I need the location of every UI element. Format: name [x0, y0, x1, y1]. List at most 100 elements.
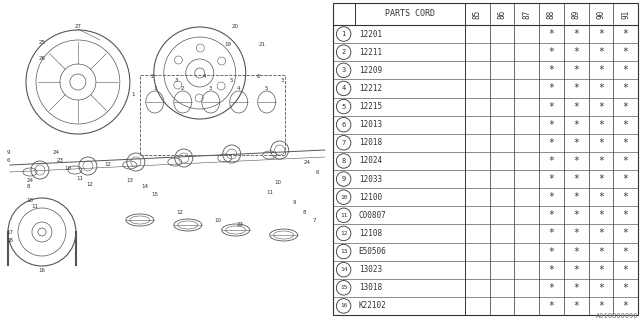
Text: 6: 6 [6, 157, 10, 163]
Text: 2: 2 [181, 85, 184, 91]
Text: *: * [623, 247, 628, 257]
Text: *: * [573, 156, 579, 166]
Text: *: * [573, 265, 579, 275]
Text: *: * [598, 247, 604, 257]
Text: 11: 11 [266, 189, 273, 195]
Text: *: * [573, 65, 579, 75]
Text: *: * [548, 138, 554, 148]
Text: *: * [598, 210, 604, 220]
Text: 11: 11 [340, 213, 348, 218]
Text: *: * [573, 29, 579, 39]
Text: *: * [573, 301, 579, 311]
Text: 12024: 12024 [358, 156, 382, 165]
Text: C00807: C00807 [358, 211, 387, 220]
Text: *: * [548, 228, 554, 238]
Text: 8: 8 [342, 158, 346, 164]
Text: 88: 88 [547, 9, 556, 19]
Text: 89: 89 [572, 9, 580, 19]
Text: 5: 5 [265, 85, 268, 91]
Text: 5: 5 [230, 77, 234, 83]
Text: *: * [598, 29, 604, 39]
Text: 3: 3 [281, 77, 284, 83]
Text: *: * [573, 174, 579, 184]
Text: 24: 24 [52, 149, 60, 155]
Text: *: * [573, 283, 579, 293]
Text: 6: 6 [257, 75, 260, 79]
Text: 12212: 12212 [358, 84, 382, 93]
Text: E50506: E50506 [358, 247, 387, 256]
Text: *: * [598, 65, 604, 75]
Text: *: * [548, 156, 554, 166]
Text: *: * [598, 101, 604, 112]
Text: 2: 2 [151, 75, 155, 79]
Text: 26: 26 [38, 55, 45, 60]
Text: 7: 7 [313, 218, 316, 222]
Text: *: * [573, 101, 579, 112]
Text: *: * [548, 65, 554, 75]
Text: *: * [598, 265, 604, 275]
Text: *: * [598, 156, 604, 166]
Text: 13023: 13023 [358, 265, 382, 274]
Text: *: * [573, 47, 579, 57]
Text: *: * [623, 47, 628, 57]
Text: 3: 3 [342, 67, 346, 73]
Text: *: * [548, 247, 554, 257]
Text: *: * [598, 192, 604, 202]
Text: *: * [548, 29, 554, 39]
Text: 87: 87 [522, 9, 531, 19]
Text: 86: 86 [497, 9, 506, 19]
Text: *: * [598, 228, 604, 238]
Text: 12215: 12215 [358, 102, 382, 111]
Text: 11: 11 [76, 175, 83, 180]
Text: 10: 10 [26, 197, 33, 203]
Text: *: * [623, 120, 628, 130]
Text: 12018: 12018 [358, 138, 382, 147]
Text: *: * [623, 265, 628, 275]
Text: 7: 7 [342, 140, 346, 146]
Text: 13: 13 [340, 249, 348, 254]
Text: *: * [573, 84, 579, 93]
Text: *: * [623, 156, 628, 166]
Text: *: * [623, 84, 628, 93]
Text: 25: 25 [38, 39, 45, 44]
Text: 2: 2 [342, 49, 346, 55]
Text: PARTS CORD: PARTS CORD [385, 10, 435, 19]
Text: 17: 17 [6, 229, 13, 235]
Text: 10: 10 [214, 218, 221, 222]
Text: *: * [623, 101, 628, 112]
Text: 15: 15 [340, 285, 348, 290]
Text: *: * [548, 174, 554, 184]
Text: *: * [598, 84, 604, 93]
Text: 23: 23 [236, 222, 243, 228]
Text: *: * [598, 301, 604, 311]
Text: 18: 18 [6, 237, 13, 243]
Text: K22102: K22102 [358, 301, 387, 310]
Text: *: * [573, 120, 579, 130]
Text: 3: 3 [209, 85, 212, 91]
Text: 12211: 12211 [358, 48, 382, 57]
Text: 3: 3 [175, 77, 179, 83]
Text: 14: 14 [340, 267, 348, 272]
Text: *: * [548, 47, 554, 57]
Text: *: * [548, 301, 554, 311]
Text: 20: 20 [231, 25, 238, 29]
Text: *: * [623, 192, 628, 202]
Text: 8: 8 [303, 210, 307, 214]
Text: *: * [623, 210, 628, 220]
Text: 12: 12 [104, 163, 111, 167]
Text: 24: 24 [26, 178, 33, 182]
Text: *: * [598, 138, 604, 148]
Text: 4: 4 [342, 85, 346, 92]
Text: 27: 27 [74, 23, 81, 28]
Text: *: * [573, 138, 579, 148]
Text: 12033: 12033 [358, 175, 382, 184]
Text: 6: 6 [342, 122, 346, 128]
Text: 91: 91 [621, 9, 630, 19]
Text: 13: 13 [126, 178, 133, 182]
Text: 6: 6 [316, 170, 319, 174]
Text: 10: 10 [65, 165, 72, 171]
Text: 8: 8 [26, 185, 29, 189]
Text: 16: 16 [340, 303, 348, 308]
Text: 12: 12 [86, 182, 93, 188]
Text: 4: 4 [203, 75, 207, 79]
